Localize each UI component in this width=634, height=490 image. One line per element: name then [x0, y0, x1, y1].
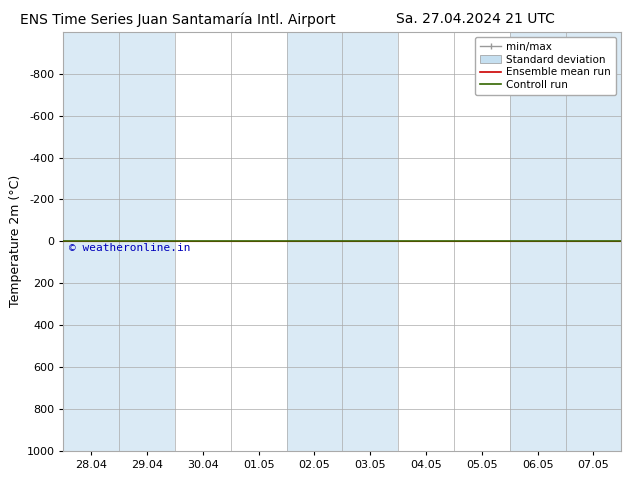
Bar: [119, 32, 175, 451]
Y-axis label: Temperature 2m (°C): Temperature 2m (°C): [10, 175, 22, 307]
Text: Sa. 27.04.2024 21 UTC: Sa. 27.04.2024 21 UTC: [396, 12, 555, 26]
Legend: min/max, Standard deviation, Ensemble mean run, Controll run: min/max, Standard deviation, Ensemble me…: [475, 37, 616, 95]
Text: ENS Time Series Juan Santamaría Intl. Airport: ENS Time Series Juan Santamaría Intl. Ai…: [20, 12, 335, 27]
Text: © weatheronline.in: © weatheronline.in: [69, 243, 190, 252]
Bar: [566, 32, 621, 451]
Bar: [287, 32, 342, 451]
Bar: [63, 32, 119, 451]
Bar: [510, 32, 566, 451]
Bar: [342, 32, 398, 451]
